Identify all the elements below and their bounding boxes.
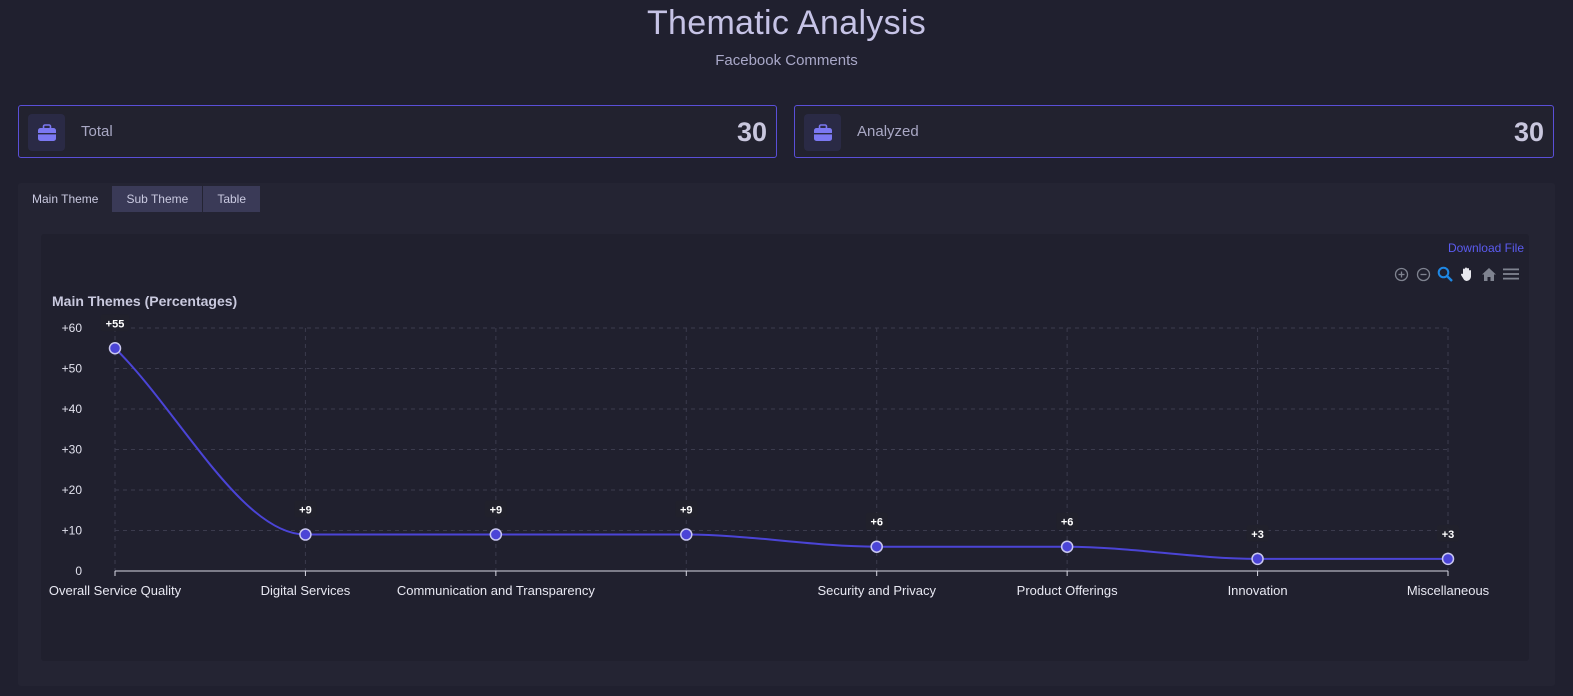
data-label: +3 xyxy=(1442,529,1455,541)
data-point xyxy=(299,528,312,541)
y-tick-label: +30 xyxy=(62,443,83,457)
x-tick-label: Product Offerings xyxy=(1017,583,1118,598)
data-label: +55 xyxy=(106,318,125,330)
data-label: +9 xyxy=(299,505,312,517)
x-tick-label: Communication and Transparency xyxy=(397,583,595,598)
data-point xyxy=(680,528,693,541)
stat-value: 30 xyxy=(1513,117,1544,147)
data-label-background xyxy=(1437,524,1459,542)
chart-title: Main Themes (Percentages) xyxy=(52,293,238,309)
briefcase-icon xyxy=(28,114,65,151)
tab-bar: Main Theme Sub Theme Table xyxy=(18,186,261,212)
data-label-background xyxy=(100,314,130,332)
data-label: +6 xyxy=(870,517,883,529)
data-label: +9 xyxy=(680,505,693,517)
stat-card-total: Total 30 xyxy=(18,105,777,158)
data-point xyxy=(1060,540,1074,553)
page-title: Thematic Analysis xyxy=(646,4,927,42)
x-tick-label: Miscellaneous xyxy=(1407,583,1490,598)
data-label-background xyxy=(1246,524,1269,542)
y-tick-label: +10 xyxy=(62,524,83,538)
selection-zoom-icon[interactable] xyxy=(1437,266,1453,282)
pan-hand-icon[interactable] xyxy=(1459,266,1475,282)
x-tick-label: Overall Service Quality xyxy=(49,583,182,598)
zoom-in-icon[interactable] xyxy=(1393,266,1409,282)
stat-card-analyzed: Analyzed 30 xyxy=(794,105,1554,158)
data-point xyxy=(108,342,122,355)
zoom-out-icon[interactable] xyxy=(1415,266,1431,282)
page-subtitle: Facebook Comments xyxy=(715,52,858,69)
download-file-link[interactable]: Download File xyxy=(1447,241,1524,255)
data-point xyxy=(870,540,883,553)
y-tick-label: 0 xyxy=(75,564,82,578)
menu-icon[interactable] xyxy=(1503,266,1519,282)
briefcase-icon xyxy=(804,114,841,151)
x-tick-label: Digital Services xyxy=(261,583,351,598)
data-label-background xyxy=(294,500,317,518)
x-tick-label: Security and Privacy xyxy=(817,583,936,598)
data-point xyxy=(489,528,503,541)
data-label-background xyxy=(675,500,698,518)
data-label-background xyxy=(1056,512,1079,530)
data-label: +6 xyxy=(1061,517,1074,529)
y-tick-label: +60 xyxy=(62,321,83,335)
stat-label: Analyzed xyxy=(857,123,919,140)
tab-table[interactable]: Table xyxy=(203,186,260,212)
tab-main-theme[interactable]: Main Theme xyxy=(18,186,113,212)
data-label: +3 xyxy=(1251,529,1264,541)
x-tick-label: Innovation xyxy=(1228,583,1288,598)
tab-sub-theme[interactable]: Sub Theme xyxy=(112,186,203,212)
home-reset-icon[interactable] xyxy=(1481,266,1497,282)
stat-label: Total xyxy=(81,123,113,140)
data-point xyxy=(1441,552,1455,566)
y-tick-label: +40 xyxy=(62,402,83,416)
data-label: +9 xyxy=(490,505,503,517)
chart-card xyxy=(41,234,1529,661)
y-tick-label: +50 xyxy=(62,362,83,376)
data-label-background xyxy=(865,512,888,530)
data-label-background xyxy=(484,500,507,518)
y-tick-label: +20 xyxy=(62,483,83,497)
data-point xyxy=(1251,552,1264,566)
chart-toolbar xyxy=(1393,265,1525,283)
stat-value: 30 xyxy=(736,117,767,147)
